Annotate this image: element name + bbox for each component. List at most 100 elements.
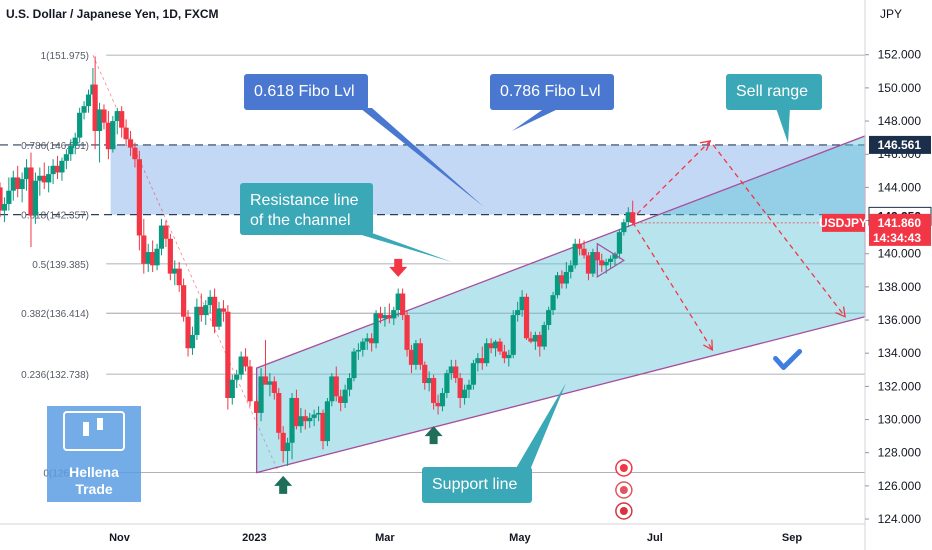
candle-body: [585, 255, 592, 274]
candle-body: [172, 268, 178, 274]
candle-body: [612, 253, 618, 259]
candle-body: [194, 306, 200, 335]
candle-body: [603, 262, 609, 266]
candle-body: [6, 190, 12, 204]
y-tick-label: 148.000: [878, 114, 922, 128]
currency-label: JPY: [880, 7, 902, 21]
fib-sell-zone: [110, 144, 865, 215]
fib-label: 1(151.975): [41, 51, 89, 62]
candle-body: [475, 358, 481, 364]
up-arrow-marker: [274, 475, 293, 494]
candle-body: [515, 310, 521, 316]
callout-0786: 0.786 Fibo Lvl: [490, 74, 614, 131]
channel-fill: [256, 135, 866, 473]
callout-label: 0.786 Fibo Lvl: [500, 83, 601, 100]
candle-body: [395, 293, 401, 311]
candle-body: [417, 343, 423, 365]
candle-body: [203, 305, 209, 316]
candle-body: [77, 112, 83, 138]
candle-body: [158, 225, 165, 249]
y-tick-label: 144.000: [878, 180, 922, 194]
candle-body: [207, 296, 213, 306]
fib-levels: 1(151.975) 0.786(146.561) 0.618(142.357) 0.…: [0, 51, 865, 480]
x-tick-label: Mar: [375, 532, 395, 544]
callout-box: [726, 74, 822, 110]
symbol-tag-box: [822, 213, 865, 232]
check-mark-icon: [773, 348, 803, 370]
y-tick-label: 136.000: [878, 313, 922, 327]
y-tick-label: 124.000: [878, 512, 922, 526]
candle-body: [616, 232, 623, 254]
candle-body: [59, 160, 65, 173]
candle-body: [546, 310, 552, 326]
callout-label: Support line: [432, 476, 517, 493]
candle-body: [426, 378, 432, 384]
projection-arrowhead: [835, 306, 846, 318]
candle-body: [85, 94, 92, 107]
candle-body: [242, 356, 249, 367]
candle-body: [267, 381, 273, 385]
candle-body: [630, 212, 636, 223]
candle-body: [54, 165, 61, 173]
candle-body: [501, 351, 507, 359]
candle-body: [550, 295, 556, 311]
candle-body: [333, 376, 339, 397]
candle-body: [254, 401, 260, 413]
candle-body: [19, 179, 25, 190]
y-tick-label: 152.000: [878, 48, 922, 62]
candle-body: [289, 397, 295, 443]
candle-body: [431, 378, 437, 403]
candle-body: [457, 378, 463, 398]
candle-body: [408, 349, 415, 365]
callout-resistance: Resistance line of the channel: [240, 183, 452, 262]
candle-body: [141, 235, 147, 264]
candle-body: [577, 243, 583, 249]
candle-body: [360, 341, 366, 350]
projection-arrowhead: [703, 339, 714, 352]
candle-body: [568, 265, 574, 272]
candle-body: [10, 177, 16, 191]
candle-body: [466, 384, 472, 390]
candle-body: [581, 248, 587, 256]
candle-body: [338, 396, 344, 403]
candle-body: [198, 306, 204, 316]
current-price-value: 141.860: [878, 216, 922, 230]
callout-pointer: [515, 383, 566, 470]
callout-box: [240, 183, 373, 235]
candle-body: [1, 203, 8, 211]
candle-body: [625, 212, 631, 223]
symbol-tag-label: USDJPY: [819, 216, 867, 230]
candle-body: [176, 268, 182, 286]
fib-label: 0.236(132.738): [21, 370, 89, 381]
candle-body: [101, 109, 107, 123]
candle-body: [355, 349, 361, 352]
candle-body: [307, 417, 313, 422]
candle-body: [167, 238, 173, 274]
candle-body: [37, 175, 43, 181]
candle-body: [220, 308, 227, 312]
candle-body: [497, 341, 503, 352]
candle-body: [519, 296, 525, 311]
candle-body: [559, 275, 565, 284]
callout-label: Resistance line: [250, 192, 359, 209]
candle-body: [163, 225, 169, 239]
candle-body: [590, 252, 596, 274]
candle-body: [373, 313, 379, 344]
candle-body: [377, 313, 384, 319]
candle-body: [211, 296, 218, 327]
candle-body: [444, 373, 450, 393]
candle-body: [298, 416, 304, 427]
candle-body: [28, 167, 34, 216]
candle-body: [320, 412, 326, 442]
candle-body: [150, 252, 156, 266]
logo-box: [47, 406, 141, 502]
candle-body: [404, 315, 410, 350]
x-tick-label: Nov: [109, 532, 131, 544]
candle-body: [50, 165, 56, 175]
logo-line2: Trade: [75, 481, 113, 497]
candle-body: [537, 334, 543, 347]
candle-body: [528, 338, 534, 342]
